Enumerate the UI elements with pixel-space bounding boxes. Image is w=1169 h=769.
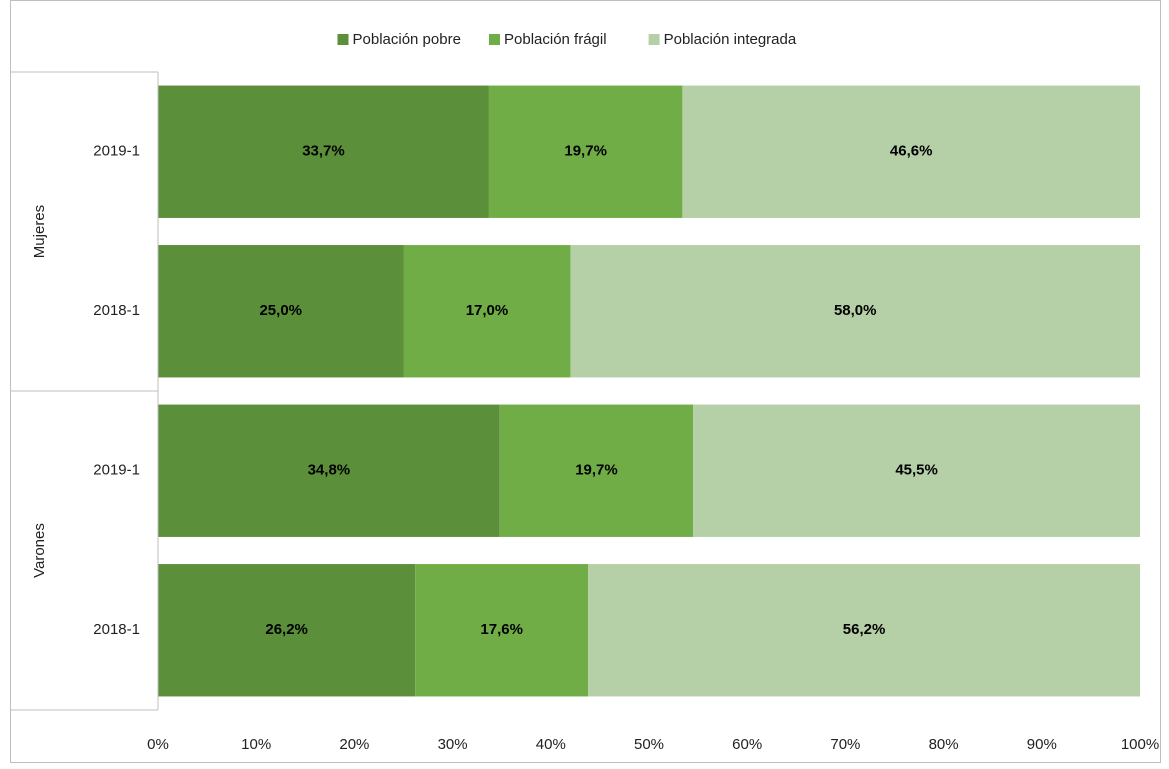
bar-segment (588, 564, 1140, 697)
x-tick-label: 80% (929, 736, 959, 753)
data-label: 45,5% (895, 462, 938, 479)
legend-swatch (648, 34, 660, 45)
data-label: 56,2% (843, 621, 886, 638)
x-tick-label: 100% (1121, 736, 1159, 753)
legend-label: Población frágil (504, 31, 607, 48)
group-label: Varones (31, 523, 48, 578)
x-tick-label: 10% (241, 736, 271, 753)
x-tick-label: 50% (634, 736, 664, 753)
bar-segment (488, 85, 683, 218)
data-label: 25,0% (259, 302, 302, 319)
bar-segment (158, 85, 489, 218)
bar-segment (158, 245, 404, 378)
data-label: 19,7% (564, 143, 607, 160)
bar-segment (158, 564, 416, 697)
bar-segment (403, 245, 571, 378)
x-tick-label: 40% (536, 736, 566, 753)
bar-segment (682, 85, 1140, 218)
x-tick-label: 60% (732, 736, 762, 753)
bar-segment (693, 404, 1140, 537)
data-label: 58,0% (834, 302, 877, 319)
data-label: 17,6% (480, 621, 523, 638)
x-tick-label: 30% (438, 736, 468, 753)
legend-swatch (489, 34, 500, 45)
x-tick-label: 90% (1027, 736, 1057, 753)
legend-label: Población integrada (664, 31, 797, 48)
x-tick-label: 0% (147, 736, 169, 753)
group-label: Mujeres (31, 205, 48, 258)
x-tick-label: 70% (830, 736, 860, 753)
y-tick-label: 2018-1 (93, 302, 140, 319)
data-label: 19,7% (575, 462, 618, 479)
y-tick-label: 2019-1 (93, 143, 140, 160)
bar-segment (158, 404, 500, 537)
data-label: 26,2% (265, 621, 308, 638)
data-label: 34,8% (308, 462, 351, 479)
data-label: 33,7% (302, 143, 345, 160)
legend-swatch (337, 34, 349, 45)
bar-segment (499, 404, 694, 537)
bar-segment (570, 245, 1140, 378)
x-tick-label: 20% (339, 736, 369, 753)
legend-label: Población pobre (353, 31, 461, 48)
y-tick-label: 2019-1 (93, 462, 140, 479)
y-tick-label: 2018-1 (93, 621, 140, 638)
data-label: 46,6% (890, 143, 933, 160)
bar-segment (415, 564, 589, 697)
data-label: 17,0% (466, 302, 509, 319)
